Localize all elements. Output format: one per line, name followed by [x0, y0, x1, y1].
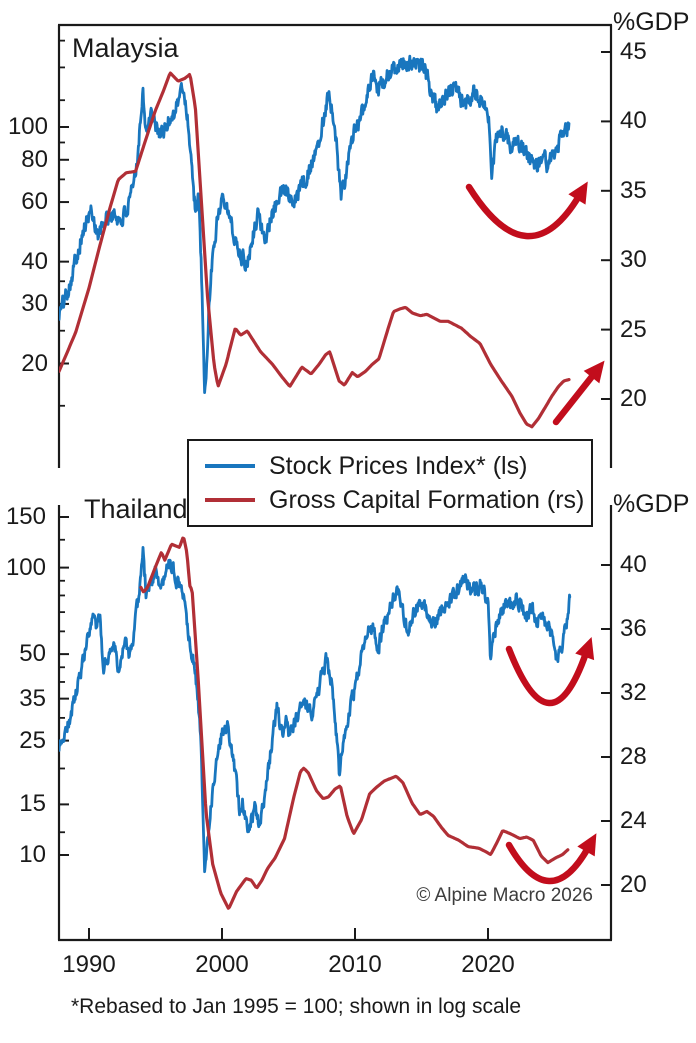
left-axis-tick-label: 50	[19, 640, 46, 668]
x-axis-tick-label: 2010	[328, 951, 382, 978]
right-axis-tick-label: 28	[620, 743, 647, 770]
right-axis-tick-label: 36	[620, 615, 647, 642]
right-axis-tick-label: 24	[620, 807, 647, 834]
right-axis-tick-label: 25	[620, 315, 647, 343]
right-axis-tick-label: 40	[620, 107, 647, 135]
x-axis-tick-label: 2020	[461, 951, 515, 978]
left-axis-tick-label: 150	[5, 503, 46, 530]
legend: Stock Prices Index* (ls) Gross Capital F…	[187, 439, 593, 527]
left-axis-tick-label: 20	[21, 349, 48, 377]
legend-item-stock-prices: Stock Prices Index* (ls)	[205, 451, 591, 480]
x-axis-tick-label: 1990	[62, 951, 116, 978]
stock-prices-line	[59, 546, 572, 874]
panel-thailand	[57, 505, 613, 942]
left-axis-tick-label: 100	[7, 113, 48, 140]
trend-arrow	[465, 181, 588, 240]
right-axis-tick-label: 35	[620, 176, 647, 204]
legend-label-gross-capital-formation: Gross Capital Formation (rs)	[269, 485, 585, 514]
gcf-line	[59, 71, 571, 429]
panel-title-thailand: Thailand	[84, 494, 188, 524]
legend-label-stock-prices: Stock Prices Index* (ls)	[269, 451, 528, 480]
left-axis-tick-label: 15	[19, 790, 46, 818]
right-axis-tick-label: 30	[620, 246, 647, 274]
arrowhead-icon	[583, 360, 605, 384]
right-axis-tick-label: 45	[620, 38, 647, 65]
trend-arrow	[552, 360, 605, 426]
left-axis-tick-label: 100	[5, 553, 46, 581]
trend-arrow	[505, 833, 597, 885]
panel-malaysia	[57, 23, 613, 468]
left-axis-tick-label: 25	[19, 726, 46, 754]
trend-arrow	[505, 636, 595, 707]
stock-prices-line-swatch	[205, 464, 255, 468]
panel-title-malaysia: Malaysia	[72, 33, 179, 63]
right-axis-unit-bottom: %GDP	[613, 490, 690, 518]
right-axis-tick-label: 32	[620, 679, 647, 706]
left-axis-tick-label: 35	[19, 684, 46, 712]
right-axis-tick-label: 20	[620, 385, 647, 412]
left-axis-tick-label: 10	[19, 841, 46, 868]
right-axis-tick-label: 40	[620, 551, 647, 578]
x-axis-tick-label: 2000	[195, 951, 249, 978]
gcf-line-swatch	[205, 498, 255, 502]
right-axis-tick-label: 20	[620, 871, 647, 898]
copyright-note: © Alpine Macro 2026	[416, 885, 593, 906]
stock-prices-line	[59, 54, 571, 394]
left-axis-tick-label: 60	[21, 188, 48, 216]
arrowhead-icon	[568, 181, 588, 205]
arrowhead-icon	[575, 636, 595, 661]
chart-footnote: *Rebased to Jan 1995 = 100; shown in log…	[71, 995, 522, 1018]
gcf-line	[139, 536, 570, 910]
left-axis-tick-label: 40	[21, 247, 48, 275]
left-axis-tick-label: 30	[21, 289, 48, 317]
arrowhead-icon	[577, 833, 597, 857]
left-axis-tick-label: 80	[21, 145, 48, 173]
right-axis-unit-top: %GDP	[613, 8, 690, 36]
legend-item-gross-capital-formation: Gross Capital Formation (rs)	[205, 485, 591, 514]
